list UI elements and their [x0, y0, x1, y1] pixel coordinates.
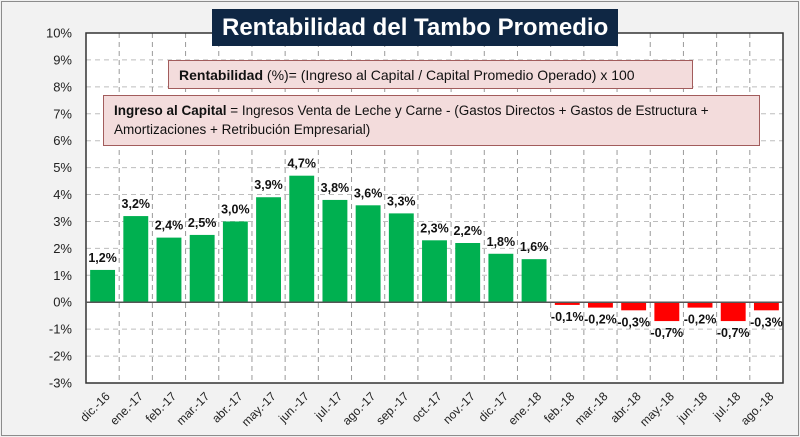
- data-label: 2,5%: [188, 216, 217, 230]
- rentabilidad-formula-box: Rentabilidad (%)= (Ingreso al Capital / …: [168, 60, 693, 89]
- bar-feb.-17: [156, 237, 182, 303]
- data-label: 1,6%: [520, 240, 549, 254]
- x-tick-label: ago.-18: [738, 389, 777, 428]
- data-label: -0,1%: [551, 310, 584, 324]
- y-tick-label: 1%: [53, 268, 72, 283]
- x-tick-label: feb.-18: [541, 389, 578, 426]
- bar-jun.-17: [289, 175, 315, 303]
- data-label: -0,3%: [750, 315, 783, 329]
- ingreso-capital-term: Ingreso al Capital: [114, 103, 227, 118]
- data-label: -0,2%: [584, 313, 617, 327]
- y-tick-label: 9%: [53, 52, 72, 67]
- y-tick-label: -2%: [49, 349, 73, 364]
- x-tick-label: ago.-17: [340, 389, 379, 428]
- data-label: 3,2%: [122, 197, 151, 211]
- x-tick-label: nov.-17: [440, 389, 478, 427]
- bar-ene.-17: [123, 216, 149, 303]
- bar-jul.-17: [322, 199, 348, 303]
- x-tick-label: may.-17: [239, 389, 279, 429]
- x-tick-label: mar.-18: [572, 389, 611, 428]
- data-label: 2,2%: [453, 224, 482, 238]
- data-label: -0,2%: [684, 313, 717, 327]
- bar-mar.-18: [588, 302, 613, 308]
- plot-area: [86, 33, 783, 383]
- bar-oct.-17: [422, 240, 447, 303]
- y-axis-ticks: 10% 9% 8% 7% 6% 5% 4% 3% 2% 1% 0% -1% -2% -3%: [46, 26, 72, 391]
- bar-may.-17: [256, 197, 281, 303]
- y-tick-label: -3%: [49, 376, 73, 391]
- bar-abr.-18: [621, 302, 647, 311]
- data-label: 4,7%: [287, 157, 316, 171]
- x-tick-label: sep.-17: [373, 389, 411, 427]
- rentabilidad-definition: (%)= (Ingreso al Capital / Capital Prome…: [263, 67, 635, 83]
- y-tick-label: 3%: [53, 214, 72, 229]
- y-tick-label: 10%: [46, 26, 72, 41]
- x-tick-label: jun.-18: [674, 389, 711, 426]
- y-tick-label: 2%: [53, 241, 72, 256]
- y-tick-label: -1%: [49, 322, 73, 337]
- bar-sep.-17: [388, 213, 414, 303]
- bars: [90, 175, 779, 322]
- bar-ene.-18: [521, 259, 547, 303]
- data-label: 1,8%: [487, 235, 516, 249]
- x-tick-label: ene.-17: [107, 389, 146, 428]
- data-label: 3,3%: [387, 194, 416, 208]
- data-label: 1,2%: [88, 251, 117, 265]
- bar-nov.-17: [455, 243, 481, 303]
- bar-dic.-16: [90, 269, 116, 303]
- x-tick-label: ene.-18: [506, 389, 545, 428]
- data-labels: 1,2% 3,2% 2,4% 2,5% 3,0% 3,9% 4,7% 3,8% 3,6% 3,3%…: [88, 157, 782, 340]
- data-label: 3,0%: [221, 202, 250, 216]
- y-tick-label: 7%: [53, 106, 72, 121]
- bar-may.-18: [654, 302, 680, 322]
- data-label: 3,6%: [354, 186, 383, 200]
- x-tick-label: jun.-17: [275, 389, 312, 426]
- x-axis-ticks: dic.-16ene.-17feb.-17mar.-17abr.-17may.-…: [77, 389, 776, 429]
- data-label: -0,3%: [617, 315, 650, 329]
- y-tick-label: 5%: [53, 160, 72, 175]
- y-tick-label: 0%: [53, 295, 72, 310]
- data-label: -0,7%: [717, 326, 750, 340]
- bar-feb.-18: [554, 302, 580, 305]
- bar-dic.-17: [488, 253, 514, 303]
- data-label: 3,9%: [254, 178, 283, 192]
- bar-ago.-18: [753, 302, 779, 311]
- x-tick-label: oct.-17: [409, 389, 445, 425]
- bar-ago.-17: [355, 205, 381, 303]
- bar-jul.-18: [720, 302, 746, 322]
- bar-mar.-17: [189, 234, 215, 303]
- bar-abr.-17: [222, 221, 248, 303]
- data-label: 3,8%: [321, 181, 350, 195]
- ingreso-capital-definition: = Ingresos Venta de Leche y Carne - (Gas…: [114, 103, 709, 137]
- gridlines: [86, 33, 783, 383]
- data-label: -0,7%: [651, 326, 684, 340]
- data-label: 2,3%: [420, 221, 449, 235]
- ingreso-capital-formula-box: Ingreso al Capital = Ingresos Venta de L…: [103, 95, 760, 146]
- chart-title: Rentabilidad del Tambo Promedio: [212, 9, 619, 46]
- bar-jun.-18: [687, 302, 713, 308]
- x-tick-label: mar.-17: [174, 389, 213, 428]
- y-tick-label: 8%: [53, 79, 72, 94]
- y-tick-label: 6%: [53, 133, 72, 148]
- data-label: 2,4%: [155, 219, 184, 233]
- x-tick-label: may.-18: [637, 389, 677, 429]
- y-tick-label: 4%: [53, 187, 72, 202]
- x-tick-label: feb.-17: [143, 389, 180, 426]
- rentabilidad-term: Rentabilidad: [179, 67, 264, 83]
